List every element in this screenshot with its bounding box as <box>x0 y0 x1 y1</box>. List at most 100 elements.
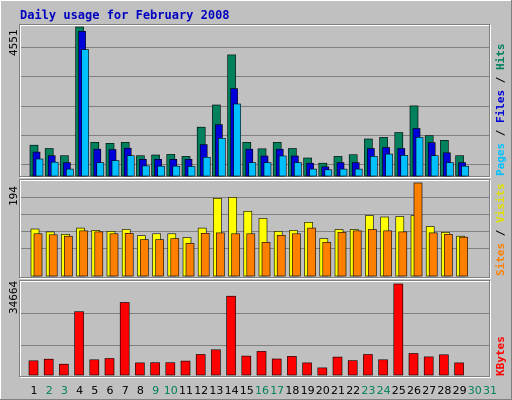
bar-kbytes-day-2 <box>43 358 54 376</box>
bar-kbytes-day-27 <box>423 356 434 376</box>
bar-kbytes-day-1 <box>28 360 39 376</box>
bar-sites-day-21 <box>337 232 347 277</box>
bar-pages-day-3 <box>66 168 74 177</box>
bar-sites-day-17 <box>276 235 286 277</box>
bar-kbytes-day-9 <box>150 362 160 376</box>
bar-kbytes-day-8 <box>135 362 145 376</box>
bar-sites-day-1 <box>33 233 43 277</box>
bar-sites-day-24 <box>383 230 392 277</box>
x-tick-label: 20 <box>316 384 330 397</box>
x-axis-labels: 1 2 3 4 5 6 7 8 9 10 11 12 13 14 15 16 17 18 19 20 21 22 23 24 2… <box>31 384 498 397</box>
bar-sites-day-26 <box>413 182 423 277</box>
bar-sites-day-11 <box>185 243 195 277</box>
bar-sites-day-7 <box>124 233 134 277</box>
ymax-label-hits: 4551 <box>7 30 20 57</box>
panel-frame-light <box>20 281 491 378</box>
bar-pages-day-13 <box>218 138 226 177</box>
bar-kbytes-day-24 <box>378 359 388 376</box>
x-tick-label: 25 <box>392 384 406 397</box>
bar-pages-day-1 <box>35 158 44 177</box>
bar-kbytes-day-19 <box>302 362 312 376</box>
bar-kbytes-day-3 <box>59 363 69 376</box>
bar-sites-day-22 <box>352 230 362 277</box>
bar-pages-day-16 <box>263 162 272 177</box>
bar-sites-day-8 <box>140 239 149 277</box>
bar-pages-day-18 <box>294 162 302 177</box>
bar-sites-day-27 <box>428 232 438 277</box>
x-tick-label: 2 <box>46 384 53 397</box>
bar-pages-day-19 <box>309 168 317 177</box>
x-tick-label: 9 <box>152 384 159 397</box>
bar-pages-day-29 <box>461 165 469 177</box>
x-tick-label: 11 <box>179 384 193 397</box>
x-tick-label: 16 <box>255 384 269 397</box>
bar-kbytes-day-11 <box>180 360 191 376</box>
legend-pages: Pages <box>494 143 507 176</box>
bar-pages-day-11 <box>187 166 196 177</box>
x-tick-label: 30 <box>468 384 482 397</box>
bar-pages-day-21 <box>339 168 348 177</box>
bar-sites-day-9 <box>155 239 164 277</box>
bar-pages-day-4 <box>81 49 89 177</box>
bar-sites-day-23 <box>368 229 377 277</box>
x-tick-label: 18 <box>285 384 299 397</box>
bar-pages-day-20 <box>324 169 333 177</box>
bar-kbytes-day-23 <box>363 354 373 376</box>
x-tick-label: 26 <box>407 384 421 397</box>
bar-kbytes-day-18 <box>287 356 297 376</box>
bar-pages-day-14 <box>233 103 241 177</box>
x-tick-label: 4 <box>76 384 83 397</box>
x-tick-label: 12 <box>194 384 208 397</box>
legend-files: Files <box>494 90 507 123</box>
bar-kbytes-day-22 <box>347 360 358 376</box>
bar-kbytes-day-15 <box>241 355 252 376</box>
bar-sites-day-3 <box>64 235 73 277</box>
bar-kbytes-day-20 <box>317 367 328 376</box>
bar-pages-day-7 <box>126 155 135 177</box>
bar-sites-day-6 <box>109 233 119 277</box>
legend-separator: / <box>494 70 507 90</box>
x-tick-label: 23 <box>361 384 375 397</box>
chart-title: Daily usage for February 2008 <box>20 8 230 22</box>
x-tick-label: 27 <box>422 384 436 397</box>
bar-sites-day-13 <box>216 232 225 277</box>
bar-pages-day-15 <box>248 162 257 177</box>
legend-separator: / <box>494 123 507 143</box>
bar-pages-day-9 <box>157 165 165 177</box>
bar-pages-day-28 <box>446 162 454 177</box>
bar-sites-day-25 <box>398 231 408 277</box>
bar-kbytes-day-5 <box>89 359 100 376</box>
bar-sites-day-20 <box>322 242 332 277</box>
bars <box>28 26 469 376</box>
x-tick-label: 17 <box>270 384 284 397</box>
bar-kbytes-day-4 <box>74 311 84 376</box>
bar-kbytes-day-21 <box>332 356 343 376</box>
x-tick-label: 28 <box>437 384 451 397</box>
bar-kbytes-day-17 <box>271 358 282 376</box>
legend-kbytes: KBytes <box>494 336 507 376</box>
bar-pages-day-5 <box>96 162 105 177</box>
x-tick-label: 21 <box>331 384 345 397</box>
bar-sites-day-18 <box>292 233 301 277</box>
bar-pages-day-8 <box>142 165 150 177</box>
legend-visits-sites: Sites / Visits <box>494 183 507 276</box>
bar-kbytes-day-12 <box>195 354 206 376</box>
x-tick-label: 6 <box>107 384 114 397</box>
bar-sites-day-5 <box>94 231 104 277</box>
x-tick-label: 15 <box>240 384 254 397</box>
bar-pages-day-24 <box>385 153 393 177</box>
panel-frame-dark <box>19 179 490 278</box>
bar-pages-day-12 <box>202 157 211 177</box>
legend-hits-files-pages: Pages / Files / Hits <box>494 44 507 177</box>
bar-sites-day-10 <box>170 238 180 277</box>
bar-pages-day-17 <box>278 155 287 177</box>
bar-pages-day-10 <box>172 165 181 177</box>
bar-pages-day-6 <box>111 160 120 177</box>
svg-text:Pages / Files / Hits: Pages / Files / Hits <box>494 44 507 177</box>
x-tick-label: 7 <box>122 384 129 397</box>
x-tick-label: 31 <box>483 384 497 397</box>
bar-kbytes-day-28 <box>439 354 449 376</box>
bar-sites-day-16 <box>261 242 271 277</box>
bar-kbytes-day-14 <box>226 295 236 376</box>
